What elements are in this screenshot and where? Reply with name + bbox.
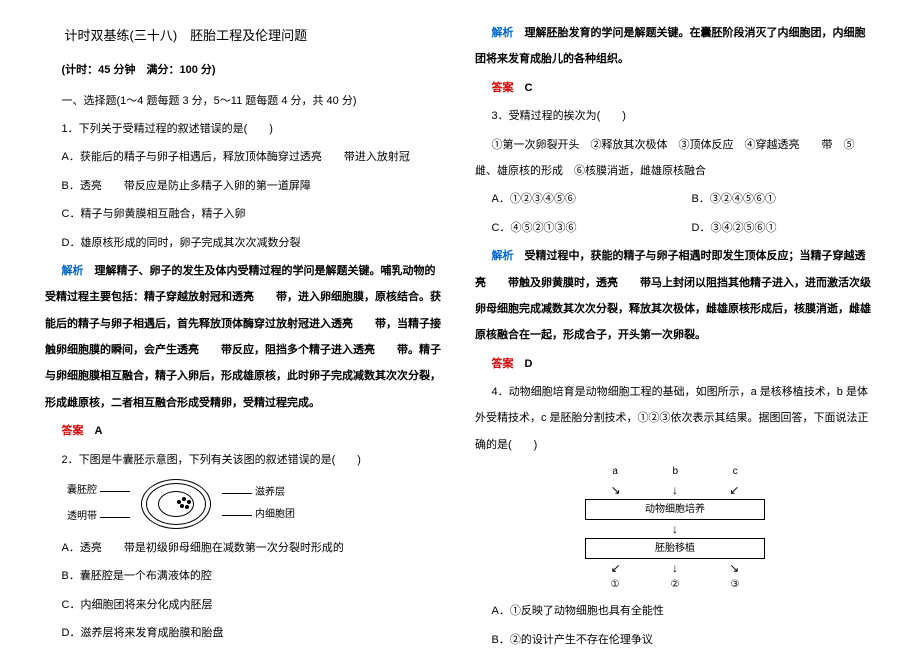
option-a: A．①②③④⑤⑥ bbox=[475, 186, 675, 212]
analyze-label: 解析 bbox=[492, 27, 514, 39]
arrow-down-icon: ↙ bbox=[611, 559, 621, 577]
answer-2: 答案 C bbox=[475, 75, 875, 101]
options-row-1: A．①②③④⑤⑥ B．③②④⑤⑥① bbox=[475, 186, 875, 212]
answer-3: 答案 D bbox=[475, 351, 875, 377]
box-culture: 动物细胞培养 bbox=[585, 499, 765, 520]
answer-label: 答案 bbox=[492, 358, 514, 370]
options-row-2: C．④⑤②①③⑥ D．③④②⑤⑥① bbox=[475, 215, 875, 241]
label-line-icon bbox=[100, 517, 130, 518]
analysis-text: 理解精子、卵子的发生及体内受精过程的学问是解题关键。哺乳动物的受精过程主要包括：… bbox=[45, 265, 441, 409]
analysis-3: 解析 受精过程中，获能的精子与卵子相遇时即发生顶体反应；当精子穿越透亮 带触及卵… bbox=[475, 243, 875, 349]
question-3: 3．受精过程的挨次为( ) bbox=[475, 103, 875, 129]
answer-1: 答案 A bbox=[45, 418, 445, 444]
dot-icon bbox=[182, 497, 186, 501]
main-title: 计时双基练(三十八) 胚胎工程及伦理问题 bbox=[45, 20, 445, 51]
arrow-down-icon: ↘ bbox=[729, 559, 739, 577]
right-column: 解析 理解胚胎发育的学问是解题关键。在囊胚阶段消灭了内细胞团，内细胞团将来发育成… bbox=[460, 20, 890, 631]
option-a: A．①反映了动物细胞也具有全能性 bbox=[475, 598, 875, 624]
option-d: D．雄原核形成的同时，卵子完成其次次减数分裂 bbox=[45, 230, 445, 256]
flow-top-row: a b c bbox=[585, 464, 765, 479]
option-d: D．③④②⑤⑥① bbox=[675, 215, 875, 241]
answer-text: C bbox=[514, 82, 533, 94]
label-line-icon bbox=[222, 515, 252, 516]
option-b: B．②的设计产生不存在伦理争议 bbox=[475, 627, 875, 653]
arrow-down-icon: ↓ bbox=[672, 559, 678, 577]
question-4: 4．动物细胞培育是动物细胞工程的基础，如图所示，a 是核移植技术，b 是体外受精… bbox=[475, 379, 875, 458]
arrow-row: ↙ ↓ ↘ bbox=[585, 559, 765, 577]
result-2: ② bbox=[671, 577, 680, 592]
label-b: b bbox=[673, 464, 679, 479]
arrow-row: ↘ ↓ ↙ bbox=[585, 481, 765, 499]
arrow-down-icon: ↓ bbox=[672, 481, 678, 499]
analysis-2: 解析 理解胚胎发育的学问是解题关键。在囊胚阶段消灭了内细胞团，内细胞团将来发育成… bbox=[475, 20, 875, 73]
question-1: 1．下列关于受精过程的叙述错误的是( ) bbox=[45, 116, 445, 142]
analyze-label: 解析 bbox=[62, 265, 84, 277]
option-c: C．④⑤②①③⑥ bbox=[475, 215, 675, 241]
section-heading: 一、选择题(1～4 题每题 3 分，5～11 题每题 4 分，共 40 分) bbox=[45, 88, 445, 114]
label-c: c bbox=[733, 464, 738, 479]
sub-title: (计时：45 分钟 满分：100 分) bbox=[45, 57, 445, 83]
label-a: a bbox=[612, 464, 618, 479]
label-zona: 透明带 bbox=[67, 510, 97, 524]
answer-text: D bbox=[514, 358, 533, 370]
question-2: 2．下图是牛囊胚示意图，下列有关该图的叙述错误的是( ) bbox=[45, 447, 445, 473]
arrow-down-icon: ↙ bbox=[729, 481, 739, 499]
arrow-row: ↓ bbox=[585, 520, 765, 538]
cell-clump bbox=[177, 497, 193, 511]
label-line-icon bbox=[100, 491, 130, 492]
analysis-1: 解析 理解精子、卵子的发生及体内受精过程的学问是解题关键。哺乳动物的受精过程主要… bbox=[45, 258, 445, 416]
option-a: A．获能后的精子与卵子相遇后，释放顶体酶穿过透亮 带进入放射冠 bbox=[45, 144, 445, 170]
egg-shape bbox=[141, 479, 211, 529]
analysis-text: 受精过程中，获能的精子与卵子相遇时即发生顶体反应；当精子穿越透亮 带触及卵黄膜时… bbox=[475, 250, 871, 341]
option-a: A．透亮 带是初级卵母细胞在减数第一次分裂时形成的 bbox=[45, 535, 445, 561]
sequence-items: ①第一次卵裂开头 ②释放其次极体 ③顶体反应 ④穿越透亮 带 ⑤雌、雄原核的形成… bbox=[475, 132, 875, 185]
flow-bottom-row: ① ② ③ bbox=[585, 577, 765, 592]
option-d: D．滋养层将来发育成胎膜和胎盘 bbox=[45, 620, 445, 646]
left-column: 计时双基练(三十八) 胚胎工程及伦理问题 (计时：45 分钟 满分：100 分)… bbox=[30, 20, 460, 631]
diagram-left-labels: 囊胚腔 透明带 bbox=[67, 484, 133, 524]
answer-label: 答案 bbox=[492, 82, 514, 94]
option-b: B．囊胚腔是一个布满液体的腔 bbox=[45, 563, 445, 589]
dot-icon bbox=[185, 505, 189, 509]
label-blastocoel: 囊胚腔 bbox=[67, 484, 97, 498]
arrow-down-icon: ↓ bbox=[672, 520, 678, 538]
option-c: C．内细胞团将来分化成内胚层 bbox=[45, 592, 445, 618]
dot-icon bbox=[187, 500, 191, 504]
option-c: C．精子与卵黄膜相互融合，精子入卵 bbox=[45, 201, 445, 227]
answer-text: A bbox=[84, 425, 103, 437]
label-line-icon bbox=[222, 493, 252, 494]
analyze-label: 解析 bbox=[492, 250, 514, 262]
option-b: B．透亮 带反应是防止多精子入卵的第一道屏障 bbox=[45, 173, 445, 199]
label-trophoblast: 滋养层 bbox=[255, 486, 285, 500]
option-b: B．③②④⑤⑥① bbox=[675, 186, 875, 212]
label-icm: 内细胞团 bbox=[255, 508, 295, 522]
blastocyst-diagram: 囊胚腔 透明带 滋养层 内细胞团 bbox=[67, 479, 445, 529]
answer-label: 答案 bbox=[62, 425, 84, 437]
diagram-right-labels: 滋养层 内细胞团 bbox=[219, 486, 295, 522]
analysis-text: 理解胚胎发育的学问是解题关键。在囊胚阶段消灭了内细胞团，内细胞团将来发育成胎儿的… bbox=[475, 27, 866, 65]
dot-icon bbox=[180, 504, 184, 508]
arrow-down-icon: ↘ bbox=[611, 481, 621, 499]
result-3: ③ bbox=[731, 577, 740, 592]
flow-diagram: a b c ↘ ↓ ↙ 动物细胞培养 ↓ 胚胎移植 ↙ ↓ ↘ ① ② ③ bbox=[585, 464, 765, 592]
result-1: ① bbox=[611, 577, 620, 592]
box-transplant: 胚胎移植 bbox=[585, 538, 765, 559]
